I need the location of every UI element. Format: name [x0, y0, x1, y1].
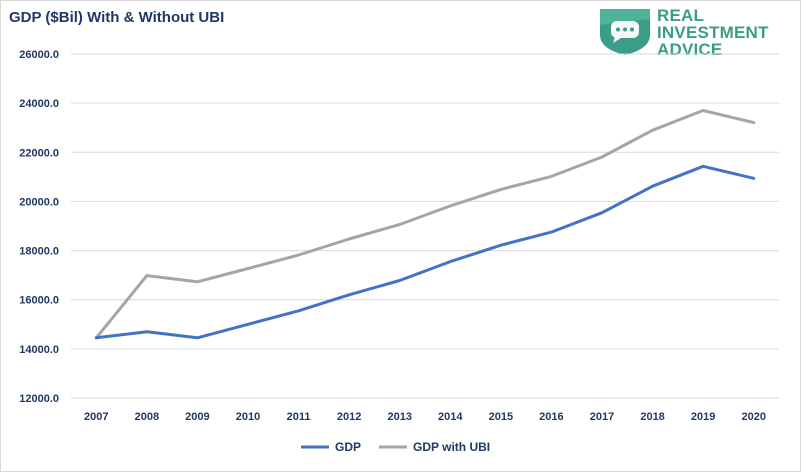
x-tick-label: 2019 — [691, 411, 715, 423]
logo-line-2: INVESTMENT — [657, 23, 769, 42]
x-tick-label: 2016 — [539, 411, 563, 423]
y-tick-label: 16000.0 — [19, 295, 59, 307]
x-tick-label: 2014 — [438, 411, 463, 423]
legend-label: GDP with UBI — [413, 440, 490, 454]
x-tick-label: 2017 — [590, 411, 614, 423]
series-line-gdp-with-ubi — [94, 109, 756, 340]
y-tick-label: 22000.0 — [19, 147, 59, 159]
y-tick-label: 24000.0 — [19, 98, 59, 110]
x-tick-label: 2015 — [489, 411, 513, 423]
y-tick-label: 20000.0 — [19, 196, 59, 208]
x-tick-label: 2007 — [84, 411, 108, 423]
x-tick-label: 2010 — [236, 411, 260, 423]
x-tick-label: 2011 — [287, 411, 311, 423]
y-axis: 12000.0 14000.0 16000.0 18000.0 20000.0 22000… — [19, 49, 59, 405]
legend: GDP GDP with UBI — [301, 440, 490, 454]
x-tick-label: 2008 — [135, 411, 159, 423]
x-tick-label: 2012 — [337, 411, 361, 423]
gridlines — [71, 53, 779, 399]
x-tick-label: 2009 — [185, 411, 209, 423]
series-line-gdp — [94, 164, 756, 340]
x-tick-label: 2013 — [387, 411, 411, 423]
series-lines — [94, 109, 756, 340]
shield-chat-icon — [600, 9, 650, 55]
y-tick-label: 14000.0 — [19, 344, 59, 356]
y-tick-label: 18000.0 — [19, 246, 59, 258]
y-tick-label: 12000.0 — [19, 393, 59, 405]
y-tick-label: 26000.0 — [19, 49, 59, 61]
chart-title: GDP ($Bil) With & Without UBI — [9, 9, 225, 26]
x-tick-label: 2020 — [741, 411, 765, 423]
x-tick-label: 2018 — [640, 411, 664, 423]
logo-line-1: REAL — [657, 6, 705, 25]
legend-label: GDP — [335, 440, 361, 454]
x-axis: 2007 2008 2009 2010 2011 2012 2013 2014 2015 2016… — [84, 411, 766, 423]
